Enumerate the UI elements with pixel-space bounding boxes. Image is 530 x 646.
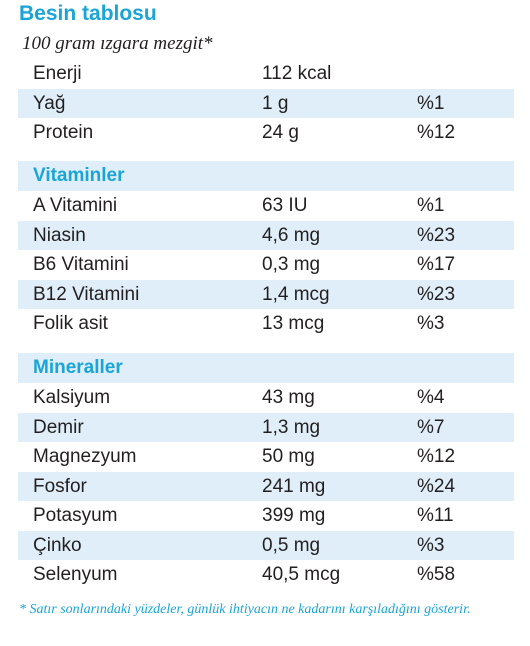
table-row: Selenyum 40,5 mcg %58: [18, 560, 514, 590]
nutrient-percent: %12: [417, 446, 456, 467]
table-row: Folik asit 13 mcg %3: [18, 309, 514, 339]
nutrient-amount: 63 IU: [262, 195, 308, 216]
nutrient-amount: 1,4 mcg: [262, 283, 330, 305]
nutrient-amount: 13 mcg: [262, 313, 325, 334]
table-row: Kalsiyum 43 mg %4: [18, 383, 514, 413]
table-row: Potasyum 399 mg %11: [18, 501, 514, 531]
nutrient-amount: 1 g: [262, 92, 289, 114]
nutrient-percent: %23: [417, 283, 456, 305]
minerals-heading: Mineraller: [18, 353, 514, 383]
nutrient-name: Niasin: [33, 224, 86, 246]
nutrient-percent: %4: [417, 387, 445, 408]
nutrient-name: B6 Vitamini: [33, 254, 129, 275]
nutrient-name: Demir: [33, 416, 84, 438]
nutrient-amount: 40,5 mcg: [262, 564, 341, 585]
nutrient-name: A Vitamini: [33, 195, 118, 216]
nutrient-amount: 43 mg: [262, 387, 315, 408]
nutrient-name: Fosfor: [33, 475, 87, 497]
nutrient-amount: 4,6 mg: [262, 224, 321, 246]
nutrient-percent: %1: [417, 195, 445, 216]
table-row: B12 Vitamini 1,4 mcg %23: [18, 279, 514, 309]
nutrient-amount: 1,3 mg: [262, 416, 321, 438]
page-title: Besin tablosu: [19, 2, 157, 25]
nutrient-percent: %7: [417, 416, 445, 438]
nutrient-name: Selenyum: [33, 564, 118, 585]
table-row: Niasin 4,6 mg %23: [18, 220, 514, 250]
table-subtitle: 100 gram ızgara mezgit*: [22, 33, 213, 54]
nutrient-name: Folik asit: [33, 313, 108, 334]
nutrient-percent: %3: [417, 534, 445, 556]
nutrient-name: B12 Vitamini: [33, 283, 140, 305]
nutrient-amount: 112 kcal: [262, 63, 332, 84]
main-nutrients-table: Enerji 112 kcal Yağ 1 g %1 Protein 24 g …: [18, 59, 514, 148]
nutrient-name: Potasyum: [33, 505, 118, 526]
minerals-table: Mineraller Kalsiyum 43 mg %4 Demir 1,3 m…: [18, 353, 514, 590]
nutrient-name: Magnezyum: [33, 446, 137, 467]
table-row: Fosfor 241 mg %24: [18, 471, 514, 501]
nutrient-amount: 50 mg: [262, 446, 315, 467]
nutrient-percent: %11: [417, 505, 454, 526]
nutrient-name: Yağ: [33, 92, 66, 114]
nutrient-amount: 241 mg: [262, 475, 326, 497]
nutrient-amount: 0,3 mg: [262, 254, 321, 275]
table-row: B6 Vitamini 0,3 mg %17: [18, 250, 514, 280]
footnote: * Satır sonlarındaki yüzdeler, günlük ih…: [19, 602, 471, 617]
table-row: A Vitamini 63 IU %1: [18, 191, 514, 221]
table-row-fat: Yağ 1 g %1: [18, 88, 514, 118]
nutrient-amount: 399 mg: [262, 505, 326, 526]
table-row-energy: Enerji 112 kcal: [18, 59, 514, 89]
nutrient-percent: %17: [417, 254, 456, 275]
nutrient-name: Kalsiyum: [33, 387, 111, 408]
nutrient-name: Enerji: [33, 63, 82, 84]
nutrient-amount: 24 g: [262, 122, 299, 143]
vitamins-table: Vitaminler A Vitamini 63 IU %1 Niasin 4,…: [18, 161, 514, 339]
nutrient-percent: %1: [417, 92, 445, 114]
nutrient-name: Çinko: [33, 534, 82, 556]
nutrient-name: Protein: [33, 122, 94, 143]
section-title: Mineraller: [33, 357, 123, 378]
nutrient-percent: %24: [417, 475, 456, 497]
nutrient-amount: 0,5 mg: [262, 534, 321, 556]
nutrient-percent: %23: [417, 224, 456, 246]
section-title: Vitaminler: [33, 165, 125, 186]
table-row: Çinko 0,5 mg %3: [18, 530, 514, 560]
table-row: Demir 1,3 mg %7: [18, 412, 514, 442]
nutrient-percent: %3: [417, 313, 445, 334]
table-row-protein: Protein 24 g %12: [18, 118, 514, 148]
nutrient-percent: %12: [417, 122, 456, 143]
vitamins-heading: Vitaminler: [18, 161, 514, 191]
nutrient-percent: %58: [417, 564, 456, 585]
table-row: Magnezyum 50 mg %12: [18, 442, 514, 472]
